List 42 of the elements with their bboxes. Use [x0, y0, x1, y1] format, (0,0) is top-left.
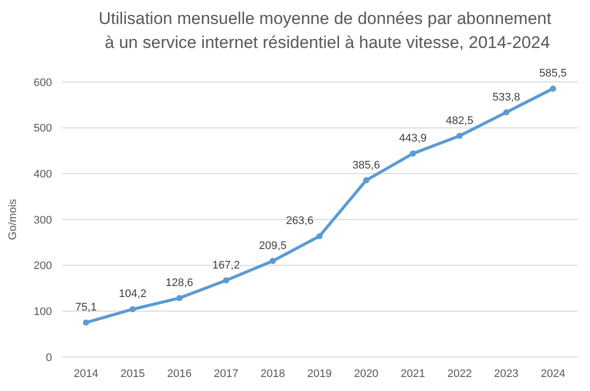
- x-tick-label: 2019: [307, 368, 332, 380]
- data-label: 167,2: [212, 259, 240, 272]
- x-tick-label: 2016: [167, 368, 192, 380]
- y-axis-title: Go/mois: [7, 198, 19, 240]
- data-label: 385,6: [352, 159, 380, 172]
- data-label: 75,1: [75, 302, 97, 314]
- x-tick-label: 2022: [447, 368, 472, 380]
- data-label: 443,9: [399, 132, 427, 145]
- y-tick-label: 400: [34, 168, 52, 181]
- point: [456, 132, 463, 139]
- x-tick-label: 2020: [354, 368, 378, 380]
- x-tick-label: 2018: [260, 368, 286, 380]
- x-tick-label: 2017: [214, 368, 238, 380]
- data-label: 209,5: [259, 240, 287, 252]
- point: [82, 319, 90, 326]
- y-tick-label: 500: [34, 122, 52, 135]
- x-tick-label: 2023: [494, 368, 519, 380]
- y-tick-label: 600: [34, 76, 52, 89]
- point: [503, 109, 510, 116]
- y-tick-label: 300: [34, 214, 52, 226]
- point: [316, 233, 323, 240]
- x-tick-label: 2015: [120, 368, 145, 380]
- data-label: 482,5: [446, 114, 474, 127]
- point: [270, 258, 276, 264]
- point: [410, 150, 416, 157]
- y-tick-label: 100: [34, 306, 52, 318]
- point: [223, 277, 230, 284]
- x-tick-label: 2021: [400, 368, 426, 380]
- point: [176, 294, 182, 302]
- data-label: 263,6: [286, 215, 314, 228]
- y-tick-label: 200: [34, 260, 52, 272]
- data-label: 585,5: [539, 68, 567, 80]
- x-tick-label: 2014: [74, 368, 98, 380]
- y-tick-label: 0: [46, 352, 52, 364]
- chart-title: Utilisation mensuelle moyenne de données par abonnement à un service internet résidentiel à haute vitesse, 2014-2024: [98, 9, 552, 52]
- point: [363, 177, 370, 184]
- point: [550, 86, 556, 92]
- data-label: 533,8: [492, 91, 520, 104]
- point: [130, 306, 136, 312]
- data-label: 104,2: [118, 288, 146, 300]
- data-label: 128,6: [166, 277, 194, 290]
- x-tick-label: 2024: [540, 368, 566, 380]
